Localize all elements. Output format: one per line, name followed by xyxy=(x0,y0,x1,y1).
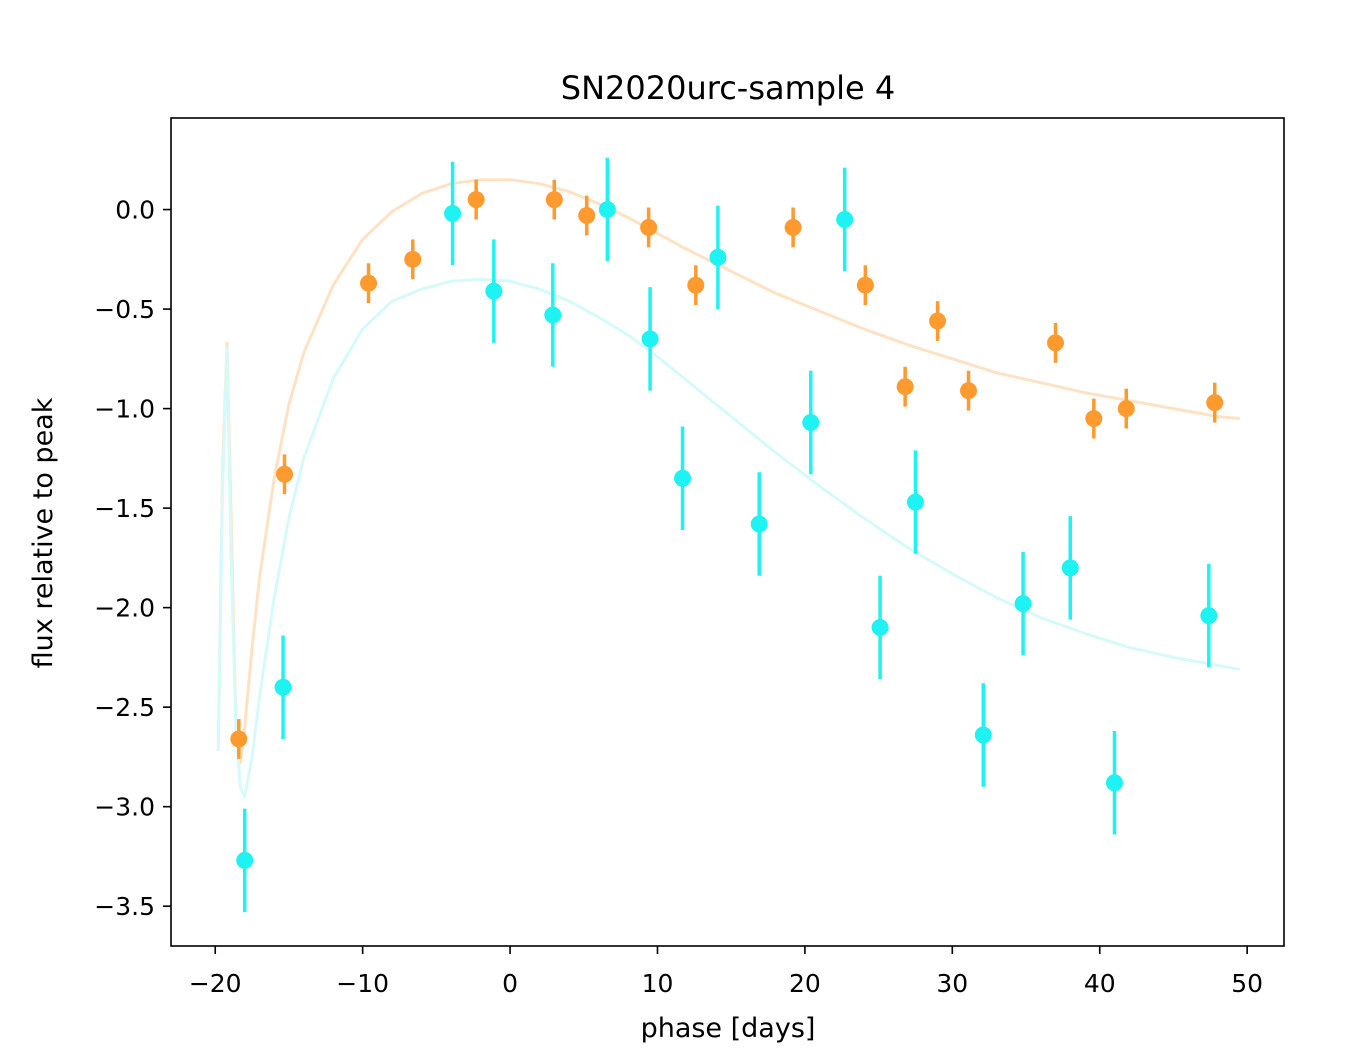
cyan-data-point xyxy=(641,330,659,348)
cyan-data-point xyxy=(802,414,820,432)
cyan-model-curve xyxy=(216,277,1241,799)
y-tick-label: −3.5 xyxy=(94,892,155,921)
x-tick-label: 0 xyxy=(502,969,518,998)
cyan-data-point xyxy=(871,619,889,637)
cyan-data-point xyxy=(709,248,727,266)
cyan-data-point xyxy=(906,493,924,511)
cyan-data-point xyxy=(1105,774,1123,792)
y-tick-label: 0.0 xyxy=(115,196,155,225)
orange-data-point xyxy=(578,207,596,225)
x-axis-label: phase [days] xyxy=(641,1013,816,1044)
x-tick-label: −20 xyxy=(189,969,242,998)
orange-data-point xyxy=(784,218,802,236)
y-tick-label: −0.5 xyxy=(94,295,155,324)
orange-data-point xyxy=(687,276,705,294)
chart-title: SN2020urc-sample 4 xyxy=(561,69,895,107)
cyan-data-point xyxy=(236,851,254,869)
y-tick-label: −1.0 xyxy=(94,395,155,424)
orange-data-point xyxy=(856,276,874,294)
cyan-data-point xyxy=(1200,607,1218,625)
cyan-data-point xyxy=(1014,595,1032,613)
plot-area: −20 −10 0 10 20 30 40 50 0.0 −0.5 −1.0 −1.5 −2.0 −2.5… xyxy=(94,157,1263,998)
y-tick-label: −3.0 xyxy=(94,793,155,822)
orange-data-point xyxy=(545,191,563,209)
cyan-data-point xyxy=(750,515,768,533)
orange-data-point xyxy=(467,191,485,209)
y-tick-label: −1.5 xyxy=(94,494,155,523)
orange-data-point xyxy=(404,250,422,268)
x-tick-label: 50 xyxy=(1231,969,1263,998)
orange-data-point xyxy=(929,312,947,330)
orange-data-point xyxy=(640,218,658,236)
x-tick-label: 20 xyxy=(789,969,821,998)
y-tick-label: −2.5 xyxy=(94,693,155,722)
y-axis-label: flux relative to peak xyxy=(28,397,59,668)
cyan-data-point xyxy=(444,205,462,223)
cyan-data-point xyxy=(598,201,616,219)
orange-data-point xyxy=(230,730,248,748)
orange-model-curve xyxy=(216,178,1240,765)
y-tick-label: −2.0 xyxy=(94,594,155,623)
cyan-data-point xyxy=(274,678,292,696)
x-tick-label: −10 xyxy=(336,969,389,998)
cyan-data-point xyxy=(1061,559,1079,577)
x-tick-label: 10 xyxy=(642,969,674,998)
orange-data-point xyxy=(896,378,914,396)
orange-data-point xyxy=(276,465,294,483)
cyan-data-point xyxy=(974,726,992,744)
plot-frame xyxy=(170,117,1285,947)
orange-data-point xyxy=(360,274,378,292)
cyan-data-point xyxy=(836,211,854,229)
cyan-data-point xyxy=(485,282,503,300)
orange-data-point xyxy=(960,382,978,400)
orange-data-point xyxy=(1206,394,1224,412)
cyan-data-point xyxy=(544,306,562,324)
orange-data-point xyxy=(1117,400,1135,418)
x-tick-label: 40 xyxy=(1084,969,1116,998)
orange-data-point xyxy=(1047,334,1065,352)
cyan-data-point xyxy=(674,469,692,487)
x-tick-label: 30 xyxy=(936,969,968,998)
orange-data-point xyxy=(1085,410,1103,428)
